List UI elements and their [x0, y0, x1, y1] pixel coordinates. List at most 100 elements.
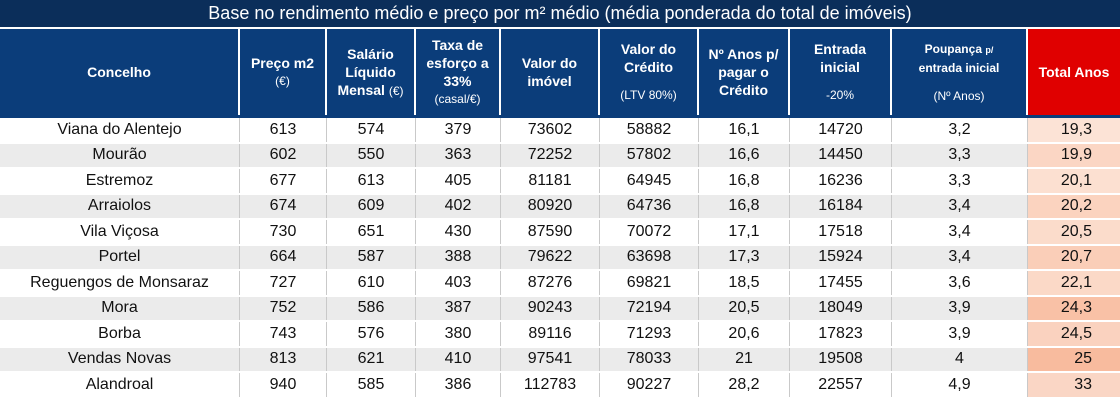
cell-total[interactable]: 20,2	[1028, 194, 1120, 218]
cell-poupanca[interactable]: 3,4	[892, 245, 1028, 269]
cell-anos[interactable]: 18,5	[699, 271, 790, 295]
cell-total[interactable]: 24,5	[1028, 322, 1120, 346]
cell-preco[interactable]: 613	[240, 118, 327, 142]
cell-entrada[interactable]: 18049	[790, 296, 892, 320]
cell-entrada[interactable]: 17518	[790, 220, 892, 244]
cell-concelho[interactable]: Reguengos de Monsaraz	[0, 271, 240, 295]
cell-taxa[interactable]: 363	[416, 143, 501, 167]
cell-valor-imovel[interactable]: 81181	[501, 169, 600, 193]
cell-salario[interactable]: 576	[327, 322, 416, 346]
cell-valor-credito[interactable]: 58882	[600, 118, 699, 142]
cell-anos[interactable]: 16,1	[699, 118, 790, 142]
cell-poupanca[interactable]: 3,4	[892, 220, 1028, 244]
cell-concelho[interactable]: Viana do Alentejo	[0, 118, 240, 142]
cell-concelho[interactable]: Mourão	[0, 143, 240, 167]
cell-entrada[interactable]: 14450	[790, 143, 892, 167]
cell-anos[interactable]: 16,8	[699, 169, 790, 193]
cell-taxa[interactable]: 405	[416, 169, 501, 193]
cell-valor-imovel[interactable]: 87276	[501, 271, 600, 295]
cell-valor-imovel[interactable]: 112783	[501, 373, 600, 397]
cell-entrada[interactable]: 22557	[790, 373, 892, 397]
cell-concelho[interactable]: Arraiolos	[0, 194, 240, 218]
cell-taxa[interactable]: 386	[416, 373, 501, 397]
cell-total[interactable]: 33	[1028, 373, 1120, 397]
cell-anos[interactable]: 28,2	[699, 373, 790, 397]
cell-salario[interactable]: 586	[327, 296, 416, 320]
cell-entrada[interactable]: 14720	[790, 118, 892, 142]
cell-concelho[interactable]: Borba	[0, 322, 240, 346]
cell-concelho[interactable]: Portel	[0, 245, 240, 269]
header-total-anos[interactable]: Total Anos	[1028, 29, 1120, 115]
cell-preco[interactable]: 674	[240, 194, 327, 218]
cell-valor-credito[interactable]: 71293	[600, 322, 699, 346]
cell-taxa[interactable]: 379	[416, 118, 501, 142]
cell-total[interactable]: 20,1	[1028, 169, 1120, 193]
cell-entrada[interactable]: 16184	[790, 194, 892, 218]
header-anos[interactable]: Nº Anos p/ pagar o Crédito	[699, 29, 790, 115]
cell-valor-imovel[interactable]: 79622	[501, 245, 600, 269]
cell-anos[interactable]: 16,8	[699, 194, 790, 218]
cell-concelho[interactable]: Estremoz	[0, 169, 240, 193]
header-poupanca[interactable]: Poupança p/ entrada inicial (Nº Anos)	[892, 29, 1028, 115]
cell-poupanca[interactable]: 3,4	[892, 194, 1028, 218]
cell-salario[interactable]: 574	[327, 118, 416, 142]
cell-salario[interactable]: 613	[327, 169, 416, 193]
cell-poupanca[interactable]: 4	[892, 347, 1028, 371]
cell-concelho[interactable]: Alandroal	[0, 373, 240, 397]
header-valor-credito[interactable]: Valor do Crédito (LTV 80%)	[600, 29, 699, 115]
cell-taxa[interactable]: 380	[416, 322, 501, 346]
cell-total[interactable]: 24,3	[1028, 296, 1120, 320]
cell-valor-credito[interactable]: 63698	[600, 245, 699, 269]
cell-anos[interactable]: 17,3	[699, 245, 790, 269]
cell-poupanca[interactable]: 3,2	[892, 118, 1028, 142]
cell-valor-credito[interactable]: 70072	[600, 220, 699, 244]
cell-total[interactable]: 20,7	[1028, 245, 1120, 269]
cell-anos[interactable]: 17,1	[699, 220, 790, 244]
header-entrada[interactable]: Entrada inicial -20%	[790, 29, 892, 115]
cell-valor-credito[interactable]: 69821	[600, 271, 699, 295]
header-preco[interactable]: Preço m2 (€)	[240, 29, 327, 115]
cell-salario[interactable]: 610	[327, 271, 416, 295]
cell-valor-credito[interactable]: 90227	[600, 373, 699, 397]
cell-preco[interactable]: 743	[240, 322, 327, 346]
cell-taxa[interactable]: 388	[416, 245, 501, 269]
cell-poupanca[interactable]: 3,9	[892, 296, 1028, 320]
cell-entrada[interactable]: 19508	[790, 347, 892, 371]
cell-poupanca[interactable]: 3,3	[892, 143, 1028, 167]
cell-concelho[interactable]: Vendas Novas	[0, 347, 240, 371]
cell-valor-imovel[interactable]: 80920	[501, 194, 600, 218]
cell-taxa[interactable]: 403	[416, 271, 501, 295]
cell-salario[interactable]: 550	[327, 143, 416, 167]
cell-preco[interactable]: 940	[240, 373, 327, 397]
cell-salario[interactable]: 651	[327, 220, 416, 244]
cell-preco[interactable]: 664	[240, 245, 327, 269]
cell-anos[interactable]: 20,5	[699, 296, 790, 320]
cell-total[interactable]: 19,3	[1028, 118, 1120, 142]
header-salario[interactable]: Salário Líquido Mensal (€)	[327, 29, 416, 115]
header-taxa[interactable]: Taxa de esforço a 33% (casal/€)	[416, 29, 501, 115]
cell-anos[interactable]: 20,6	[699, 322, 790, 346]
cell-taxa[interactable]: 402	[416, 194, 501, 218]
cell-poupanca[interactable]: 4,9	[892, 373, 1028, 397]
cell-anos[interactable]: 21	[699, 347, 790, 371]
cell-preco[interactable]: 677	[240, 169, 327, 193]
cell-preco[interactable]: 727	[240, 271, 327, 295]
cell-concelho[interactable]: Mora	[0, 296, 240, 320]
cell-preco[interactable]: 813	[240, 347, 327, 371]
cell-poupanca[interactable]: 3,6	[892, 271, 1028, 295]
cell-poupanca[interactable]: 3,3	[892, 169, 1028, 193]
cell-salario[interactable]: 609	[327, 194, 416, 218]
cell-salario[interactable]: 585	[327, 373, 416, 397]
cell-valor-credito[interactable]: 57802	[600, 143, 699, 167]
cell-taxa[interactable]: 410	[416, 347, 501, 371]
cell-total[interactable]: 19,9	[1028, 143, 1120, 167]
cell-valor-credito[interactable]: 72194	[600, 296, 699, 320]
cell-taxa[interactable]: 430	[416, 220, 501, 244]
cell-preco[interactable]: 602	[240, 143, 327, 167]
cell-valor-imovel[interactable]: 72252	[501, 143, 600, 167]
cell-total[interactable]: 22,1	[1028, 271, 1120, 295]
cell-taxa[interactable]: 387	[416, 296, 501, 320]
cell-anos[interactable]: 16,6	[699, 143, 790, 167]
cell-poupanca[interactable]: 3,9	[892, 322, 1028, 346]
cell-preco[interactable]: 752	[240, 296, 327, 320]
